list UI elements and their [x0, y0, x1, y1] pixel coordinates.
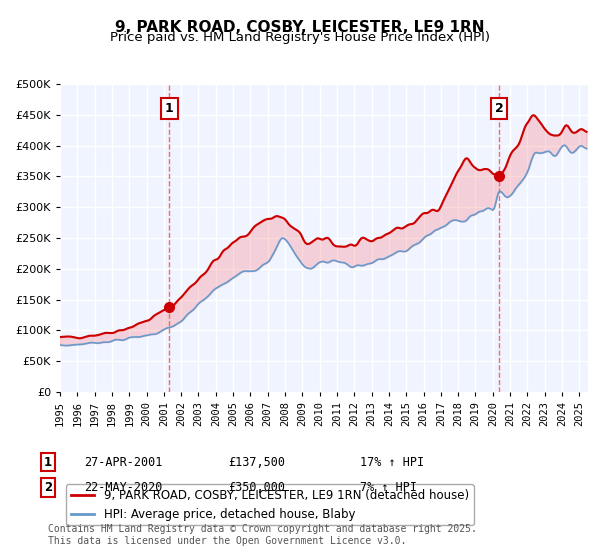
- Legend: 9, PARK ROAD, COSBY, LEICESTER, LE9 1RN (detached house), HPI: Average price, de: 9, PARK ROAD, COSBY, LEICESTER, LE9 1RN …: [66, 484, 473, 525]
- Text: 27-APR-2001: 27-APR-2001: [84, 455, 163, 469]
- Text: 2: 2: [495, 102, 504, 115]
- Text: 2: 2: [44, 480, 52, 494]
- Text: 17% ↑ HPI: 17% ↑ HPI: [360, 455, 424, 469]
- Text: 1: 1: [165, 102, 174, 115]
- Text: 9, PARK ROAD, COSBY, LEICESTER, LE9 1RN: 9, PARK ROAD, COSBY, LEICESTER, LE9 1RN: [115, 20, 485, 35]
- Text: Contains HM Land Registry data © Crown copyright and database right 2025.
This d: Contains HM Land Registry data © Crown c…: [48, 524, 477, 546]
- Text: £350,000: £350,000: [228, 480, 285, 494]
- Text: Price paid vs. HM Land Registry's House Price Index (HPI): Price paid vs. HM Land Registry's House …: [110, 31, 490, 44]
- Text: £137,500: £137,500: [228, 455, 285, 469]
- Text: 7% ↑ HPI: 7% ↑ HPI: [360, 480, 417, 494]
- Text: 1: 1: [44, 455, 52, 469]
- Text: 22-MAY-2020: 22-MAY-2020: [84, 480, 163, 494]
